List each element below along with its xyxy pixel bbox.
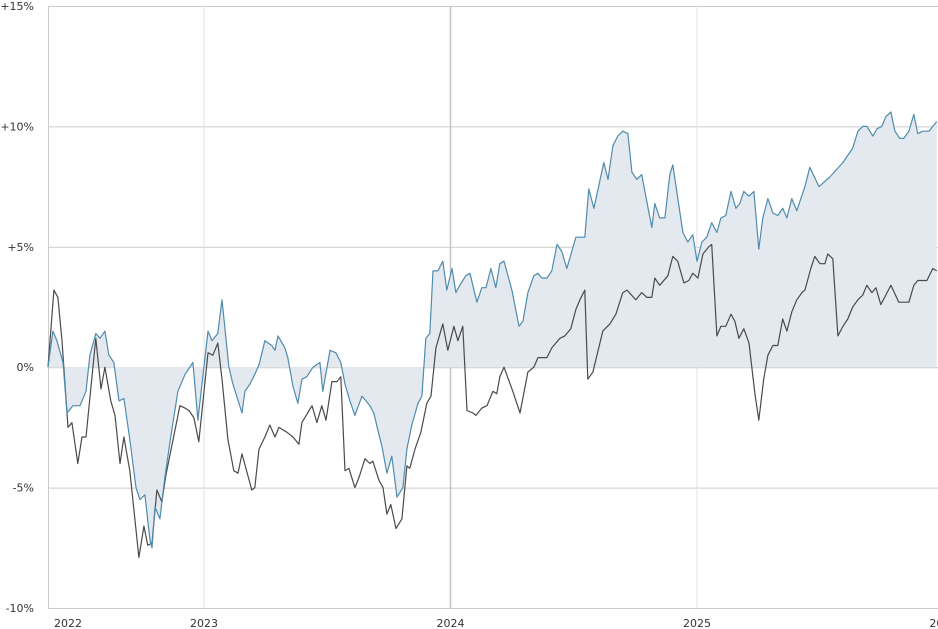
y-tick-label: +5% — [7, 241, 34, 254]
y-tick-label: -10% — [6, 602, 34, 615]
x-tick-label: 2024 — [436, 617, 464, 629]
area-fill — [48, 112, 937, 548]
y-tick-label: +15% — [0, 0, 34, 13]
series-line-2 — [47, 243, 938, 558]
y-tick-label: +10% — [0, 120, 34, 133]
y-tick-label: -5% — [13, 482, 34, 495]
x-tick-label: 2026 — [929, 617, 938, 629]
x-tick-label: 2023 — [190, 617, 218, 629]
y-tick-label: 0% — [17, 361, 34, 374]
series-line-1 — [47, 111, 938, 549]
x-tick-label: 2025 — [683, 617, 711, 629]
series-area — [48, 112, 937, 548]
x-tick-label: 2022 — [54, 617, 82, 629]
series-lines — [47, 111, 938, 558]
x-axis-ticks: 2022 2023 2024 2025 2026 — [54, 617, 938, 629]
y-axis-ticks: +15% +10% +5% 0% -5% -10% — [0, 0, 34, 615]
